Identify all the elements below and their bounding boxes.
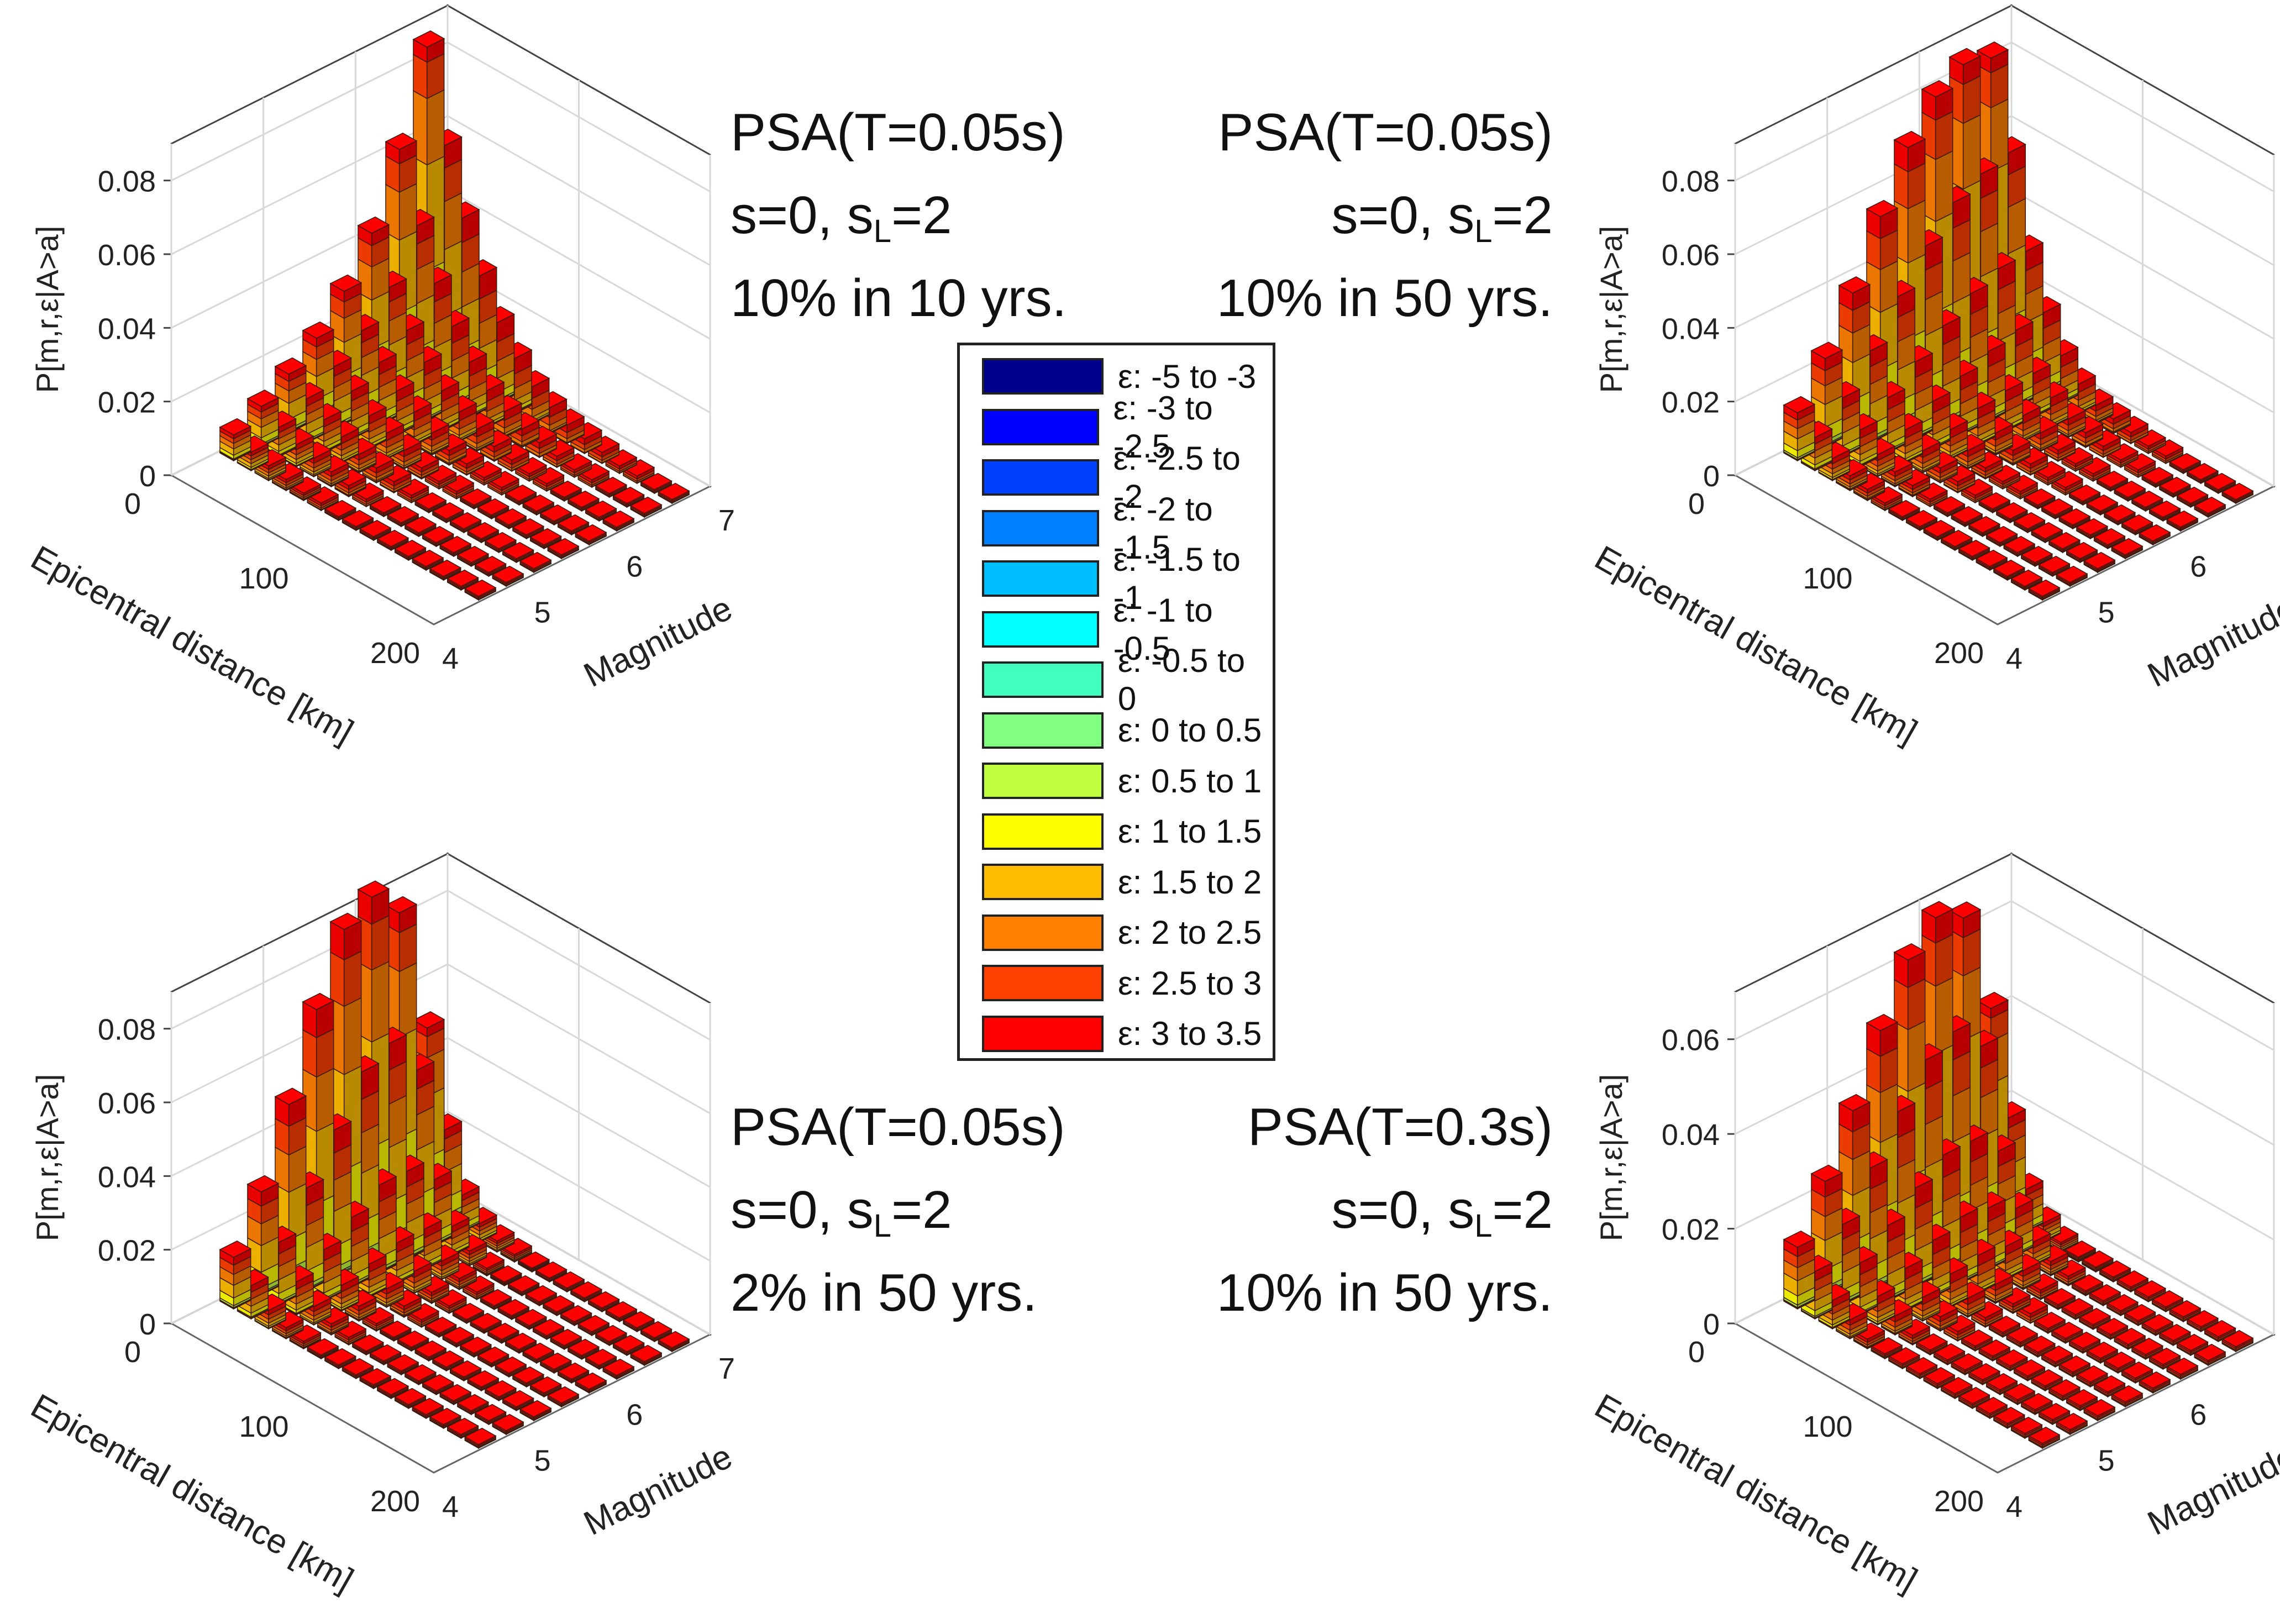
distance-tick-label: 100	[239, 562, 288, 595]
chart-panel-top-right: 00.020.040.060.0801002004567P[m,r,ε|A>a]…	[1588, 4, 2280, 751]
y-tick-label: 0.04	[1662, 312, 1720, 345]
magnitude-axis-title: Magnitude	[2142, 589, 2280, 695]
bar-3d	[567, 490, 600, 512]
magnitude-tick-label: 6	[626, 550, 643, 583]
y-tick-label: 0.02	[98, 386, 156, 419]
bar-segment-side	[1935, 150, 1953, 223]
magnitude-tick-label: 7	[718, 504, 735, 537]
bar-3d	[522, 494, 555, 516]
y-tick-label: 0.06	[98, 239, 156, 272]
y-tick-label: 0.08	[1662, 165, 1720, 198]
y-axis-title: P[m,r,ε|A>a]	[30, 226, 65, 393]
y-tick-label: 0.02	[98, 1234, 156, 1268]
distance-tick-label: 100	[1803, 562, 1852, 595]
y-tick-label: 0	[139, 460, 156, 493]
bar-3d	[595, 476, 628, 498]
magnitude-tick-label: 6	[2190, 550, 2207, 583]
bar-3d	[497, 443, 530, 472]
magnitude-tick-label: 5	[534, 596, 551, 629]
bar-segment-front	[330, 951, 345, 1007]
x-axis-title: Epicentral distance [km]	[24, 539, 359, 751]
bar-segment-side	[426, 89, 445, 166]
bar-3d	[514, 457, 548, 482]
bar-3d	[640, 472, 673, 495]
bar-segment-side	[2008, 198, 2026, 255]
bar-3d	[602, 510, 635, 532]
y-tick-label: 0.04	[98, 1160, 156, 1194]
y-tick-label: 0	[1703, 460, 1720, 493]
bar-3d	[629, 496, 663, 518]
magnitude-tick-label: 5	[2098, 596, 2115, 629]
bar-top	[385, 133, 418, 150]
magnitude-tick-label: 4	[442, 642, 459, 675]
bar-segment-side	[371, 960, 390, 1043]
y-tick-label: 0.08	[98, 165, 156, 198]
chart-panel-top-left: 0 0.02 0.04 0.06 0.08 0 100 200 4 5 6 7 P[m,r,ε|A>a]…	[24, 4, 738, 751]
bar-3d	[539, 504, 572, 526]
bar-segment-side	[343, 997, 362, 1075]
bar-3d	[1783, 396, 1816, 462]
bar-3d	[507, 412, 540, 449]
bar-segment-side	[1962, 114, 1981, 190]
y-tick-label: 0	[139, 1308, 156, 1341]
bar-segment-side	[398, 183, 417, 241]
bar-top	[412, 30, 445, 48]
bar-3d	[622, 459, 655, 485]
bar-3d	[605, 449, 638, 475]
distance-tick-label: 0	[124, 487, 141, 521]
bar-segment-side	[1980, 222, 1999, 278]
bar-segment-side	[444, 192, 463, 251]
x-axis-title: Epicentral distance [km]	[1588, 539, 1923, 751]
bar-3d	[469, 461, 502, 486]
bar-3d	[549, 480, 582, 502]
bar-3d	[657, 482, 690, 504]
y-tick-label: 0.06	[1662, 239, 1720, 272]
bar-3d	[560, 453, 592, 479]
bar-3d	[612, 486, 645, 508]
y-tick-label: 0.04	[98, 312, 156, 345]
bar-3d	[505, 484, 537, 506]
bar-3d	[487, 471, 520, 496]
y-axis-title: P[m,r,ε|A>a]	[1594, 226, 1628, 393]
bar-top	[357, 216, 390, 234]
bar-3d	[577, 463, 610, 488]
bar-3d	[585, 500, 617, 522]
bar-segment-side	[1990, 98, 2009, 173]
bar-3d	[219, 418, 252, 462]
bar-segment-side	[371, 915, 390, 971]
distance-tick-label: 200	[370, 637, 420, 670]
bar-segment-side	[343, 950, 362, 1007]
bar-3d	[557, 514, 590, 536]
distance-tick-label: 0	[1688, 487, 1705, 521]
bar-segment-side	[388, 1095, 407, 1149]
bar-3d	[574, 524, 607, 546]
y-tick-label: 0.08	[98, 1013, 156, 1047]
y-tick-label: 0.02	[1662, 386, 1720, 419]
magnitude-axis-title: Magnitude	[578, 589, 738, 695]
magnitude-tick-label: 4	[2006, 642, 2022, 675]
bar-segment-side	[398, 962, 417, 1038]
distance-tick-label: 200	[1934, 637, 1984, 670]
y-tick-label: 0.06	[98, 1087, 156, 1120]
bar-segment-side	[316, 1068, 334, 1132]
bar-3d	[532, 467, 565, 492]
bar-segment-side	[1907, 199, 1926, 264]
